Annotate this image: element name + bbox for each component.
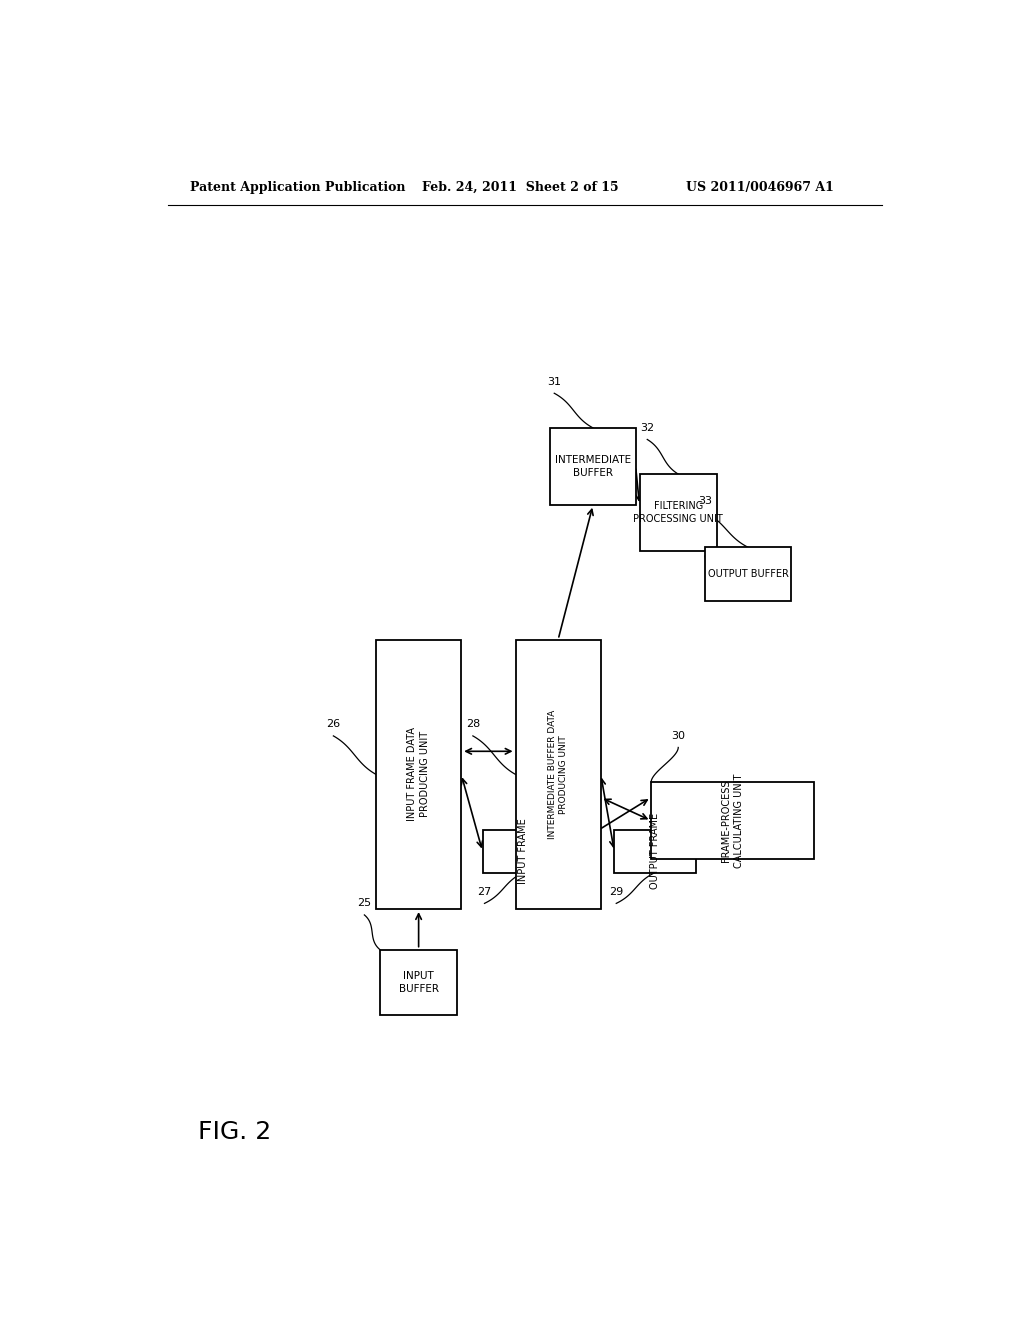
Bar <box>550 428 636 506</box>
Text: INPUT
BUFFER: INPUT BUFFER <box>398 972 438 994</box>
Bar <box>706 548 791 601</box>
Bar <box>380 949 458 1015</box>
Text: INPUT FRAME DATA
PRODUCING UNIT: INPUT FRAME DATA PRODUCING UNIT <box>408 727 430 821</box>
Text: OUTPUT FRAME: OUTPUT FRAME <box>650 813 660 890</box>
Bar <box>640 474 717 552</box>
Text: 31: 31 <box>547 376 561 387</box>
Text: INTERMEDIATE
BUFFER: INTERMEDIATE BUFFER <box>555 455 631 478</box>
Text: 27: 27 <box>477 887 492 896</box>
Text: 30: 30 <box>672 731 685 741</box>
Bar <box>515 640 601 909</box>
Text: Feb. 24, 2011  Sheet 2 of 15: Feb. 24, 2011 Sheet 2 of 15 <box>423 181 620 194</box>
Bar <box>614 830 695 873</box>
Text: 29: 29 <box>609 887 624 896</box>
Text: Patent Application Publication: Patent Application Publication <box>190 181 406 194</box>
Text: 28: 28 <box>466 719 480 730</box>
Text: 32: 32 <box>640 422 654 433</box>
Text: 33: 33 <box>698 496 713 506</box>
Bar <box>482 830 564 873</box>
Bar <box>376 640 461 909</box>
Text: 26: 26 <box>327 719 340 730</box>
Text: 25: 25 <box>357 899 372 908</box>
Text: INTERMEDIATE BUFFER DATA
PRODUCING UNIT: INTERMEDIATE BUFFER DATA PRODUCING UNIT <box>548 710 568 840</box>
Text: FRAME-PROCESS
CALCULATING UNIT: FRAME-PROCESS CALCULATING UNIT <box>721 774 743 867</box>
Text: FIG. 2: FIG. 2 <box>198 1121 271 1144</box>
Text: FILTERING
PROCESSING UNIT: FILTERING PROCESSING UNIT <box>634 502 723 524</box>
Text: US 2011/0046967 A1: US 2011/0046967 A1 <box>686 181 834 194</box>
Text: INPUT FRAME: INPUT FRAME <box>518 818 528 884</box>
Bar <box>651 781 814 859</box>
Text: OUTPUT BUFFER: OUTPUT BUFFER <box>708 569 788 579</box>
